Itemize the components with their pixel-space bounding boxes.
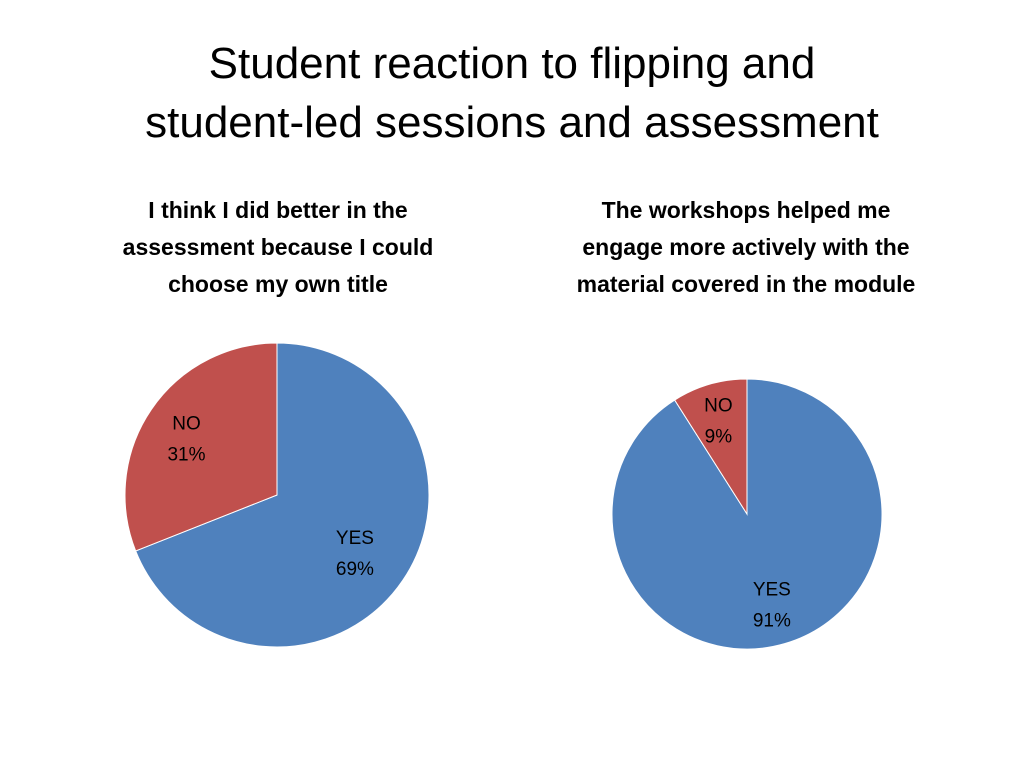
slide-title: Student reaction to flipping and student… [40,34,984,152]
slide-title-line-2: student-led sessions and assessment [145,98,879,147]
pie-1-value-yes: 69% [336,559,374,580]
pie-2-label-no: NO [704,395,733,416]
pie-1-label-yes: YES [336,528,374,549]
pie-1-slice-yes [135,342,430,648]
pie-1-label-no: NO [172,413,201,434]
chart-1-title: I think I did better in the assessment b… [122,197,434,297]
chart-2-title: The workshops helped me engage more acti… [576,197,916,297]
pie-1-value-no: 31% [167,444,205,465]
pie-2-slice-no [673,378,748,516]
slide-title-line-1: Student reaction to flipping and [208,39,816,88]
pie-2-value-yes: 91% [753,611,791,632]
pie-1-slice-no [124,342,278,552]
pie-2-value-no: 9% [705,426,733,447]
pie-2-label-yes: YES [753,580,791,601]
